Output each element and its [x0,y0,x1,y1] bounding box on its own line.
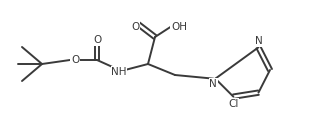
Text: O: O [93,35,101,45]
Text: N: N [255,36,262,46]
Text: O: O [131,22,139,32]
Text: N: N [209,79,217,89]
Text: Cl: Cl [228,99,239,109]
Text: NH: NH [111,67,127,77]
Text: OH: OH [171,22,187,32]
Text: O: O [71,55,79,65]
